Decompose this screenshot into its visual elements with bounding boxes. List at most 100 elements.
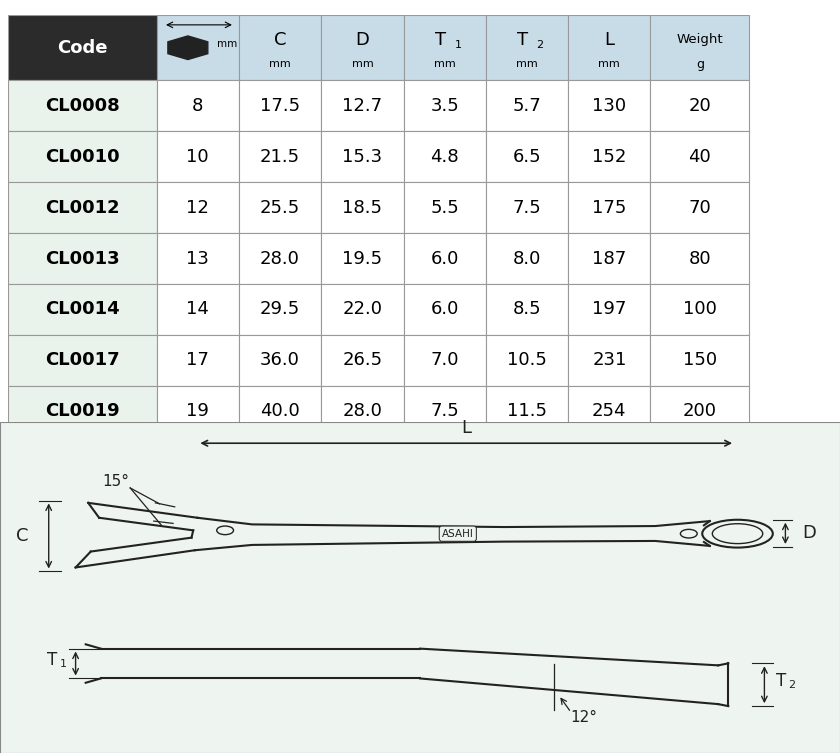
Text: 7.5: 7.5: [512, 199, 542, 217]
Bar: [486, 233, 568, 284]
Bar: [321, 335, 403, 386]
Text: CL0013: CL0013: [45, 249, 120, 267]
Bar: [403, 335, 486, 386]
Bar: [568, 284, 650, 335]
Text: mm: mm: [598, 59, 620, 69]
Text: mm: mm: [269, 59, 291, 69]
Bar: [8, 386, 156, 437]
Text: 15.3: 15.3: [343, 148, 382, 166]
Text: C: C: [16, 527, 28, 545]
Text: T: T: [776, 672, 786, 691]
Bar: [321, 131, 403, 182]
Text: 36.0: 36.0: [260, 352, 300, 370]
Text: mm: mm: [218, 39, 238, 50]
Text: 6.0: 6.0: [431, 249, 459, 267]
Bar: [486, 81, 568, 131]
Bar: [8, 15, 156, 81]
Bar: [486, 131, 568, 182]
Bar: [486, 182, 568, 233]
Bar: [650, 81, 749, 131]
Bar: [8, 284, 156, 335]
Text: 21.5: 21.5: [260, 148, 300, 166]
Text: 7.5: 7.5: [430, 402, 459, 420]
Text: 100: 100: [683, 300, 717, 319]
Bar: [239, 233, 321, 284]
Text: 12°: 12°: [570, 710, 597, 724]
Bar: [403, 15, 486, 81]
Text: ASAHI: ASAHI: [442, 529, 474, 538]
Text: CL0014: CL0014: [45, 300, 120, 319]
Bar: [403, 131, 486, 182]
Text: 8.5: 8.5: [512, 300, 541, 319]
Text: 70: 70: [689, 199, 711, 217]
Bar: [239, 81, 321, 131]
Text: CL0019: CL0019: [45, 402, 120, 420]
Text: CL0008: CL0008: [45, 97, 120, 115]
Text: 7.0: 7.0: [430, 352, 459, 370]
Bar: [156, 386, 239, 437]
Bar: [239, 335, 321, 386]
Bar: [321, 284, 403, 335]
Bar: [486, 15, 568, 81]
Bar: [8, 233, 156, 284]
Bar: [239, 386, 321, 437]
Text: 25.5: 25.5: [260, 199, 300, 217]
Text: 197: 197: [592, 300, 627, 319]
Text: Code: Code: [57, 38, 108, 56]
Bar: [321, 182, 403, 233]
Text: 26.5: 26.5: [343, 352, 382, 370]
Text: 130: 130: [592, 97, 627, 115]
Text: 11.5: 11.5: [507, 402, 547, 420]
Text: 5.5: 5.5: [430, 199, 459, 217]
Bar: [650, 284, 749, 335]
Text: 6.0: 6.0: [431, 300, 459, 319]
Bar: [650, 182, 749, 233]
Bar: [156, 81, 239, 131]
Text: 200: 200: [683, 402, 717, 420]
Text: C: C: [274, 31, 286, 49]
Bar: [403, 284, 486, 335]
Bar: [650, 131, 749, 182]
Text: 40.0: 40.0: [260, 402, 300, 420]
Text: 80: 80: [689, 249, 711, 267]
Text: 2: 2: [789, 681, 795, 691]
Text: 17.5: 17.5: [260, 97, 300, 115]
Bar: [8, 131, 156, 182]
Text: 254: 254: [592, 402, 627, 420]
Bar: [156, 284, 239, 335]
Text: mm: mm: [516, 59, 538, 69]
Bar: [403, 233, 486, 284]
Text: 6.5: 6.5: [512, 148, 541, 166]
Text: 22.0: 22.0: [343, 300, 382, 319]
Text: D: D: [802, 524, 816, 542]
Bar: [568, 182, 650, 233]
Text: 150: 150: [683, 352, 717, 370]
Text: 4.8: 4.8: [430, 148, 459, 166]
Bar: [568, 233, 650, 284]
Text: 29.5: 29.5: [260, 300, 300, 319]
Bar: [156, 182, 239, 233]
Bar: [8, 81, 156, 131]
Bar: [239, 284, 321, 335]
Bar: [486, 386, 568, 437]
Text: CL0017: CL0017: [45, 352, 120, 370]
Text: 19.5: 19.5: [343, 249, 382, 267]
Bar: [321, 386, 403, 437]
Text: Weight: Weight: [676, 33, 723, 47]
Text: 2: 2: [537, 40, 543, 50]
Text: 19: 19: [186, 402, 209, 420]
Bar: [568, 131, 650, 182]
Text: 175: 175: [592, 199, 627, 217]
Bar: [156, 15, 239, 81]
Bar: [156, 233, 239, 284]
Text: 152: 152: [592, 148, 627, 166]
Text: mm: mm: [351, 59, 373, 69]
Text: CL0010: CL0010: [45, 148, 120, 166]
Bar: [239, 131, 321, 182]
Bar: [8, 182, 156, 233]
Bar: [156, 335, 239, 386]
Text: L: L: [604, 31, 614, 49]
Bar: [403, 81, 486, 131]
Text: 20: 20: [689, 97, 711, 115]
Bar: [403, 182, 486, 233]
